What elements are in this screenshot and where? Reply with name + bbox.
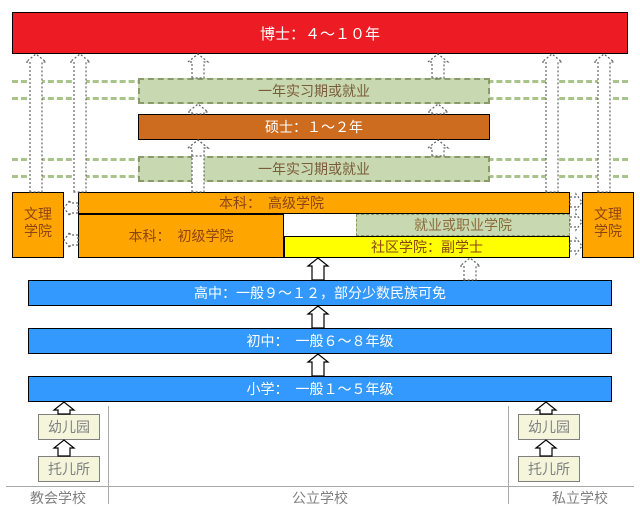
kinder-left-label: 幼儿园 xyxy=(48,417,90,437)
bottom-line xyxy=(6,486,634,487)
nursery-left-box: 托儿所 xyxy=(38,456,100,482)
community-box: 社区学院：副学士 xyxy=(284,236,570,258)
highschool-box: 高中：一般９～１２，部分少数民族可免 xyxy=(28,280,612,306)
doctorate-label: 博士：４～１０年 xyxy=(260,23,380,44)
doctorate-box: 博士：４～１０年 xyxy=(12,12,628,54)
arts-left-box: 文理学院 xyxy=(12,192,64,258)
bachelor-junior-label: 本科： 初级学院 xyxy=(129,226,234,246)
intern1-box: 一年实习期或就业 xyxy=(138,78,490,104)
nursery-left-label: 托儿所 xyxy=(48,459,90,479)
intern2-box: 一年实习期或就业 xyxy=(138,156,490,182)
arts-right-box: 文理学院 xyxy=(582,192,634,258)
intern1-label: 一年实习期或就业 xyxy=(258,81,370,101)
middleschool-label: 初中： 一般６～８年级 xyxy=(247,331,394,351)
divider-1 xyxy=(108,406,109,504)
masters-label: 硕士：１～２年 xyxy=(265,117,363,137)
primary-box: 小学： 一般１～５年级 xyxy=(28,376,612,402)
bachelor-senior-box: 本科： 高级学院 xyxy=(78,192,570,214)
kinder-left-box: 幼儿园 xyxy=(38,414,100,440)
masters-box: 硕士：１～２年 xyxy=(138,114,490,140)
middleschool-box: 初中： 一般６～８年级 xyxy=(28,328,612,354)
church-label-box: 教会学校 xyxy=(8,488,108,508)
community-label: 社区学院：副学士 xyxy=(371,237,483,257)
intern2-label: 一年实习期或就业 xyxy=(258,159,370,179)
public-label: 公立学校 xyxy=(292,492,348,507)
highschool-label: 高中：一般９～１２，部分少数民族可免 xyxy=(194,283,446,303)
arts-left-label: 文理学院 xyxy=(24,208,52,242)
vocational-box: 就业或职业学院 xyxy=(356,214,570,236)
bachelor-senior-label: 本科： 高级学院 xyxy=(219,193,324,213)
private-label-box: 私立学校 xyxy=(530,488,630,508)
nursery-right-box: 托儿所 xyxy=(518,456,580,482)
divider-2 xyxy=(508,406,509,504)
private-label: 私立学校 xyxy=(552,492,608,507)
public-label-box: 公立学校 xyxy=(230,488,410,508)
kinder-right-box: 幼儿园 xyxy=(518,414,580,440)
arts-right-label: 文理学院 xyxy=(594,208,622,242)
vocational-label: 就业或职业学院 xyxy=(414,215,512,235)
primary-label: 小学： 一般１～５年级 xyxy=(247,379,394,399)
bachelor-junior-box: 本科： 初级学院 xyxy=(78,214,284,258)
kinder-right-label: 幼儿园 xyxy=(528,417,570,437)
nursery-right-label: 托儿所 xyxy=(528,459,570,479)
church-label: 教会学校 xyxy=(30,492,86,507)
